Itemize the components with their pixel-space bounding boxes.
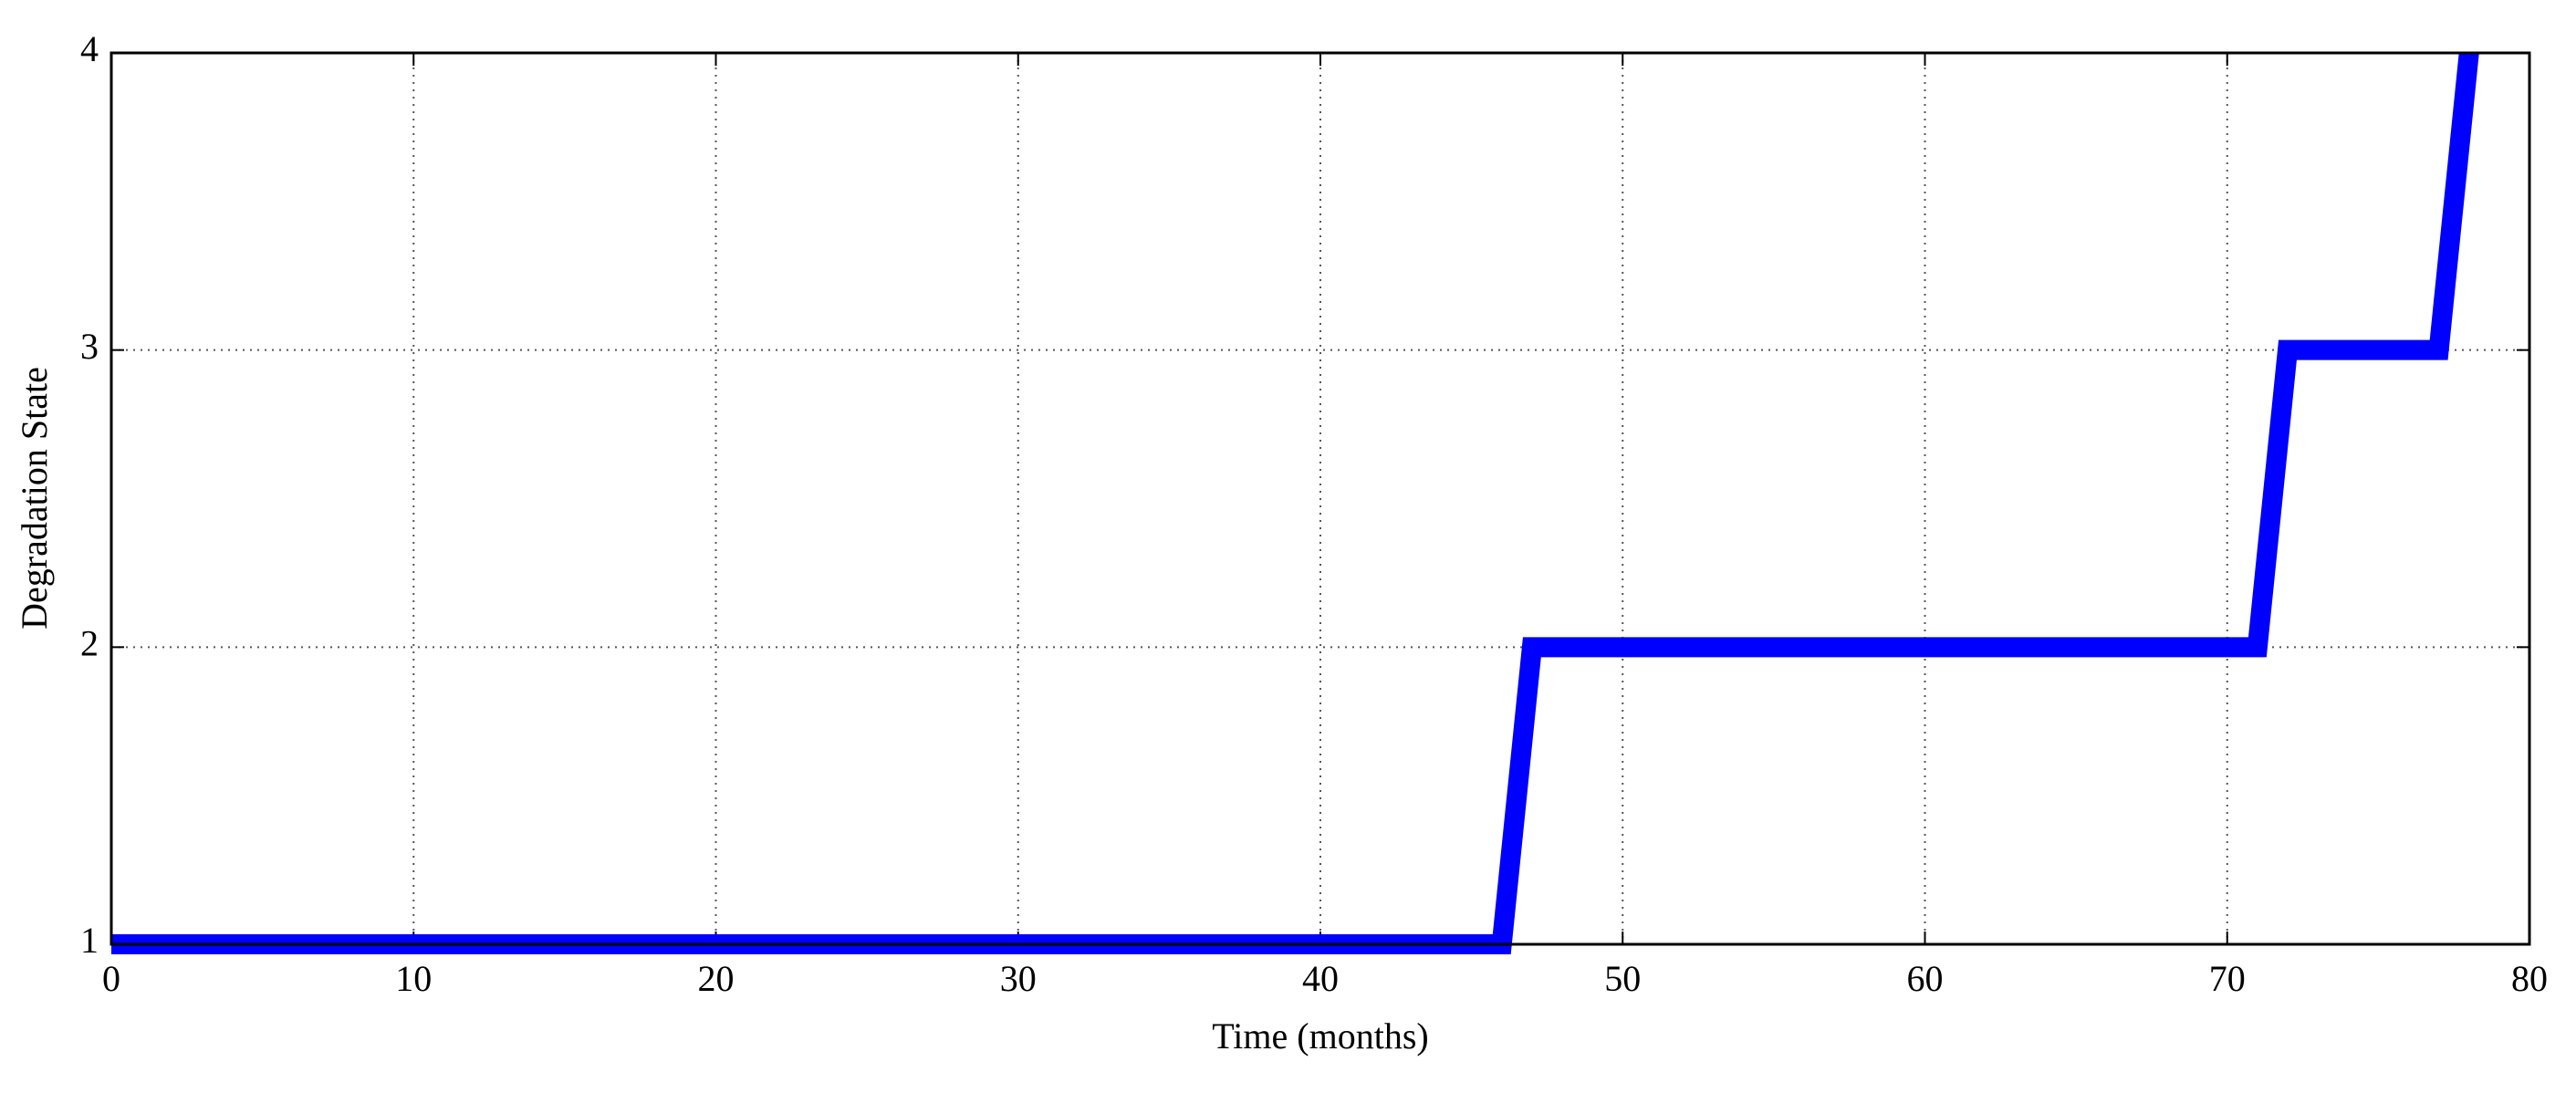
y-axis-label: Degradation State — [14, 367, 55, 630]
y-tick-label: 2 — [80, 623, 99, 664]
x-tick-label: 50 — [1604, 958, 1641, 999]
x-tick-label: 40 — [1302, 958, 1339, 999]
x-tick-label: 80 — [2511, 958, 2548, 999]
x-tick-label: 60 — [1907, 958, 1944, 999]
x-tick-label: 20 — [698, 958, 735, 999]
x-tick-label: 70 — [2209, 958, 2246, 999]
plot-frame — [110, 51, 2531, 946]
x-tick-label: 10 — [395, 958, 432, 999]
x-tick-label: 30 — [1000, 958, 1037, 999]
y-tick-label: 3 — [80, 326, 99, 367]
y-tick-label: 4 — [80, 28, 99, 69]
x-axis-label: Time (months) — [1212, 1015, 1428, 1057]
y-tick-label: 1 — [80, 920, 99, 961]
x-tick-label: 0 — [102, 958, 120, 999]
